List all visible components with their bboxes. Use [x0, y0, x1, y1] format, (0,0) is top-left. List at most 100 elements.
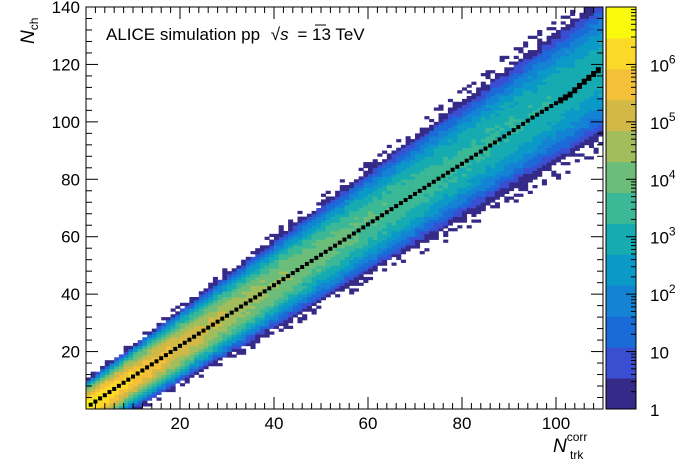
- heatmap-cell: [537, 133, 543, 137]
- heatmap-cell: [264, 282, 270, 286]
- heatmap-cell: [471, 162, 477, 166]
- heatmap-cell: [245, 291, 251, 295]
- heatmap-cell: [368, 173, 374, 177]
- heatmap-cell: [184, 305, 190, 309]
- heatmap-cell: [353, 256, 359, 261]
- heatmap-cell: [396, 245, 402, 249]
- heatmap-cell: [90, 380, 96, 384]
- heatmap-cell: [250, 302, 256, 306]
- heatmap-cell: [198, 363, 204, 367]
- heatmap-cell: [541, 147, 547, 151]
- heatmap-cell: [476, 210, 482, 215]
- heatmap-cell: [372, 205, 378, 209]
- heatmap-cell: [165, 317, 171, 321]
- heatmap-cell: [527, 190, 533, 194]
- heatmap-cell: [480, 104, 486, 108]
- heatmap-cell: [189, 305, 195, 309]
- heatmap-cell: [222, 340, 228, 344]
- heatmap-cell: [579, 27, 585, 31]
- heatmap-cell: [438, 196, 444, 200]
- heatmap-cell: [288, 299, 294, 304]
- heatmap-cell: [264, 328, 270, 332]
- heatmap-cell: [419, 213, 425, 217]
- color-scale-tick-label: 105: [650, 110, 676, 133]
- heatmap-cell: [429, 150, 435, 154]
- heatmap-cell: [504, 141, 510, 146]
- heatmap-cell: [161, 348, 167, 352]
- heatmap-cell: [147, 348, 153, 352]
- heatmap-cell: [598, 73, 603, 77]
- heatmap-cell: [429, 210, 435, 215]
- heatmap-cell: [541, 96, 547, 100]
- heatmap-cell: [593, 38, 599, 42]
- heatmap-cell: [264, 331, 270, 335]
- heatmap-cell: [504, 104, 510, 108]
- heatmap-cell: [306, 285, 312, 289]
- heatmap-cell: [527, 110, 533, 114]
- heatmap-cell: [297, 276, 303, 281]
- heatmap-cell: [100, 386, 106, 390]
- heatmap-cell: [288, 233, 294, 238]
- heatmap-cell: [194, 297, 200, 301]
- heatmap-cell: [250, 297, 256, 301]
- heatmap-cell: [546, 116, 552, 120]
- heatmap-cell: [410, 173, 416, 177]
- heatmap-cell: [339, 199, 345, 203]
- heatmap-cell: [372, 245, 378, 249]
- heatmap-cell: [339, 190, 345, 194]
- heatmap-cell: [161, 383, 167, 387]
- heatmap-cell: [490, 118, 496, 123]
- heatmap-cell: [523, 176, 529, 180]
- heatmap-cell: [283, 239, 289, 243]
- heatmap-cell: [95, 403, 101, 407]
- heatmap-cell: [292, 274, 298, 278]
- heatmap-cell: [410, 228, 416, 232]
- heatmap-cell: [90, 403, 96, 407]
- heatmap-cell: [419, 233, 425, 238]
- heatmap-cell: [588, 29, 594, 34]
- profile-point: [112, 386, 117, 391]
- heatmap-cell: [321, 242, 327, 246]
- heatmap-cell: [471, 121, 477, 126]
- heatmap-cell: [306, 230, 312, 235]
- heatmap-cell: [565, 24, 571, 28]
- heatmap-cell: [480, 107, 486, 111]
- heatmap-cell: [142, 363, 148, 367]
- heatmap-cell: [429, 216, 435, 220]
- heatmap-cell: [593, 44, 599, 48]
- heatmap-cell: [457, 116, 463, 120]
- heatmap-cell: [288, 259, 294, 263]
- heatmap-cell: [527, 159, 533, 163]
- heatmap-cell: [415, 170, 421, 174]
- heatmap-cell: [353, 239, 359, 243]
- heatmap-cell: [156, 348, 162, 352]
- heatmap-cell: [161, 325, 167, 329]
- heatmap-cell: [494, 136, 500, 140]
- heatmap-cell: [302, 291, 308, 295]
- heatmap-cell: [302, 265, 308, 269]
- heatmap-cell: [231, 297, 237, 301]
- heatmap-cell: [217, 348, 223, 352]
- heatmap-cell: [513, 170, 519, 174]
- heatmap-cell: [391, 170, 397, 174]
- heatmap-cell: [513, 182, 519, 186]
- heatmap-cell: [499, 170, 505, 174]
- heatmap-cell: [527, 98, 533, 103]
- heatmap-cell: [245, 342, 251, 347]
- heatmap-cell: [278, 308, 284, 312]
- heatmap-cell: [523, 84, 529, 88]
- heatmap-cell: [377, 167, 383, 172]
- heatmap-cell: [250, 317, 256, 321]
- heatmap-cell: [424, 225, 430, 229]
- heatmap-cell: [579, 38, 585, 42]
- heatmap-cell: [485, 127, 491, 131]
- heatmap-cell: [424, 216, 430, 220]
- heatmap-cell: [245, 305, 251, 309]
- heatmap-cell: [123, 380, 129, 384]
- heatmap-cell: [405, 196, 411, 200]
- profile-point: [319, 252, 323, 257]
- heatmap-cell: [368, 185, 374, 189]
- heatmap-cell: [212, 285, 218, 289]
- heatmap-cell: [565, 118, 571, 123]
- heatmap-cell: [457, 110, 463, 114]
